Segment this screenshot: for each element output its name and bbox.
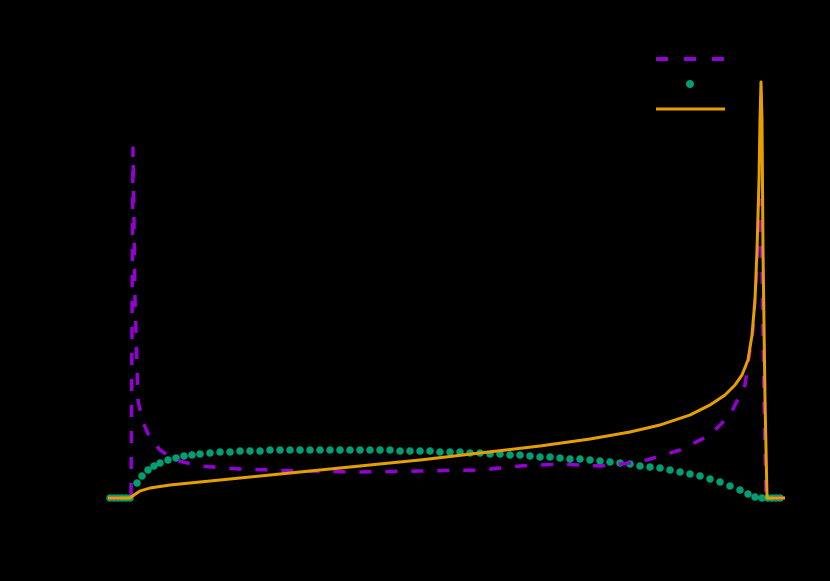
data-point bbox=[536, 453, 544, 461]
series-line bbox=[108, 80, 785, 500]
series-series-2 bbox=[106, 446, 784, 502]
data-point bbox=[566, 455, 574, 463]
data-point bbox=[356, 446, 364, 454]
data-point bbox=[506, 451, 514, 459]
data-point bbox=[516, 451, 524, 459]
data-point bbox=[216, 448, 224, 456]
series-series-1 bbox=[108, 146, 785, 500]
data-point bbox=[676, 468, 684, 476]
data-point bbox=[666, 466, 674, 474]
data-point bbox=[436, 448, 444, 456]
data-point bbox=[156, 459, 164, 467]
data-point bbox=[706, 475, 714, 483]
data-point bbox=[446, 448, 454, 456]
data-point bbox=[686, 470, 694, 478]
data-point bbox=[526, 452, 534, 460]
series-line bbox=[108, 146, 785, 500]
data-point bbox=[236, 447, 244, 455]
data-point bbox=[266, 446, 274, 454]
data-point bbox=[164, 456, 172, 464]
data-point bbox=[188, 451, 196, 459]
data-point bbox=[716, 478, 724, 486]
data-point bbox=[586, 456, 594, 464]
data-point bbox=[172, 454, 180, 462]
data-point bbox=[180, 452, 188, 460]
legend bbox=[656, 57, 725, 111]
data-point bbox=[138, 472, 146, 480]
data-point bbox=[546, 453, 554, 461]
data-point bbox=[326, 446, 334, 454]
data-point bbox=[758, 494, 766, 502]
data-point bbox=[426, 447, 434, 455]
legend-swatch-series-2 bbox=[686, 80, 694, 88]
data-point bbox=[396, 447, 404, 455]
data-point bbox=[256, 447, 264, 455]
data-point bbox=[726, 482, 734, 490]
data-point bbox=[133, 479, 141, 487]
data-point bbox=[226, 448, 234, 456]
data-point bbox=[656, 464, 664, 472]
data-point bbox=[736, 486, 744, 494]
data-point bbox=[276, 446, 284, 454]
data-point bbox=[196, 450, 204, 458]
data-point bbox=[406, 447, 414, 455]
data-point bbox=[246, 447, 254, 455]
data-point bbox=[386, 446, 394, 454]
data-point bbox=[576, 455, 584, 463]
data-point bbox=[596, 457, 604, 465]
data-point bbox=[206, 449, 214, 457]
series-series-3 bbox=[108, 80, 785, 500]
data-point bbox=[150, 462, 158, 470]
data-point bbox=[636, 462, 644, 470]
data-point bbox=[346, 446, 354, 454]
data-point bbox=[751, 493, 759, 501]
plot-area bbox=[106, 80, 785, 502]
data-point bbox=[366, 446, 374, 454]
data-point bbox=[556, 454, 564, 462]
data-point bbox=[416, 447, 424, 455]
data-point bbox=[296, 446, 304, 454]
data-point bbox=[286, 446, 294, 454]
data-point bbox=[306, 446, 314, 454]
data-point bbox=[376, 446, 384, 454]
data-point bbox=[646, 463, 654, 471]
data-point bbox=[744, 490, 752, 498]
data-point bbox=[316, 446, 324, 454]
data-point bbox=[696, 472, 704, 480]
data-point bbox=[144, 466, 152, 474]
data-point bbox=[336, 446, 344, 454]
data-point bbox=[606, 458, 614, 466]
